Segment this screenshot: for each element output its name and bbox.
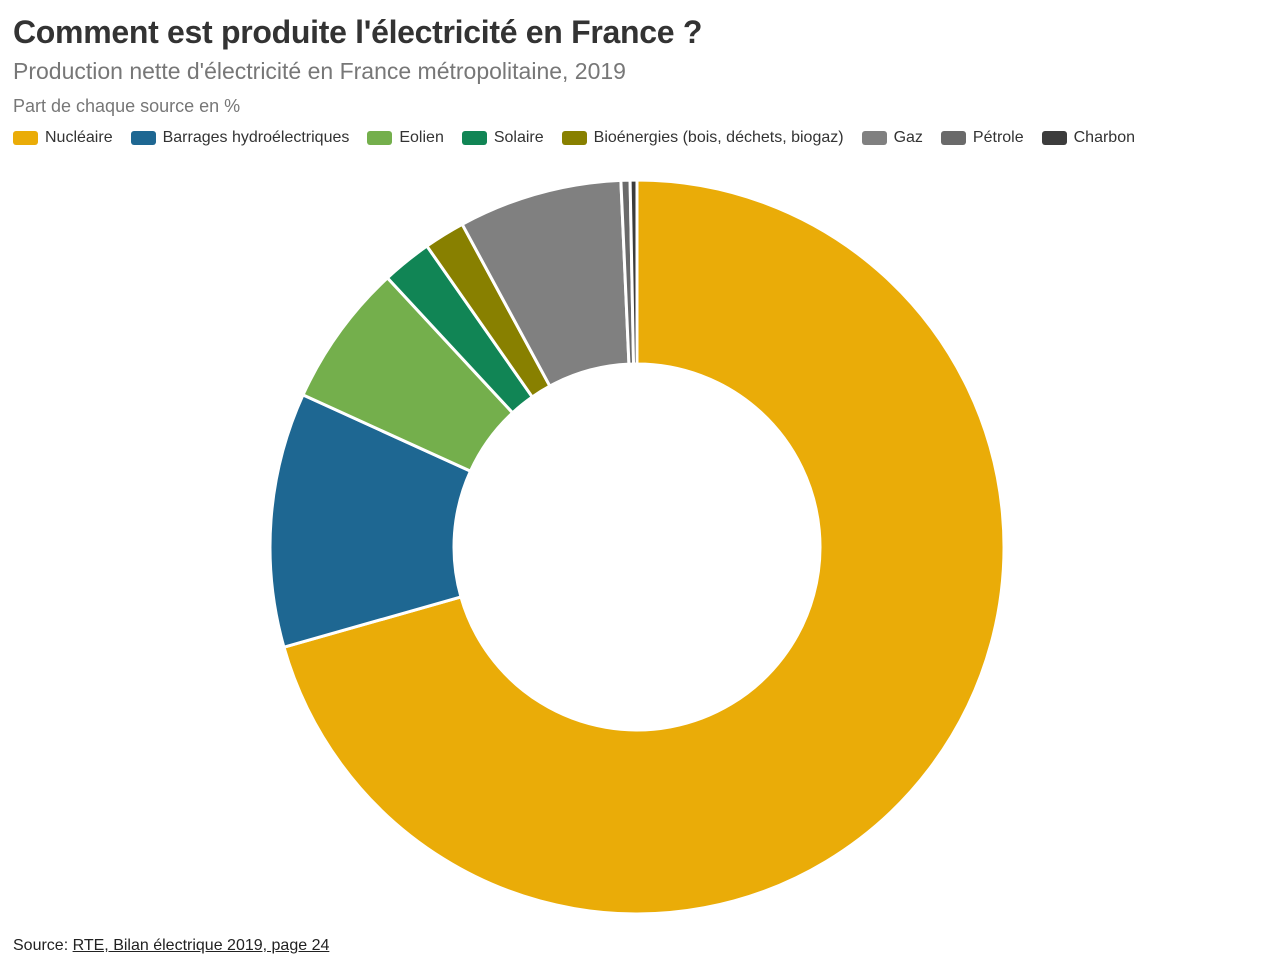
source-note: Source: RTE, Bilan électrique 2019, page… [13,937,329,955]
legend-label: Bioénergies (bois, déchets, biogaz) [593,129,844,146]
legend-item-barrages-hydroelectriques: Barrages hydroélectriques [130,129,350,147]
legend-label: Solaire [493,129,544,146]
legend-item-gaz: Gaz [861,129,923,147]
legend-swatch [861,131,887,145]
slice-charbon[interactable] [628,178,639,366]
legend: Nucléaire Barrages hydroélectriques Eolien… [13,129,1153,147]
legend-swatch [940,131,966,145]
legend-label: Charbon [1073,129,1135,146]
legend-item-solaire: Solaire [461,129,544,147]
source-link[interactable]: RTE, Bilan électrique 2019, page 24 [72,937,330,954]
legend-swatch [13,131,38,145]
legend-item-charbon: Charbon [1041,129,1135,147]
legend-swatch [367,131,393,145]
legend-label: Pétrole [972,129,1024,146]
chart-subtitle: Production nette d'électricité en France… [13,58,626,84]
legend-label: Nucléaire [45,129,113,146]
legend-swatch [1041,131,1067,145]
legend-item-petrole: Pétrole [940,129,1024,147]
legend-item-nucleaire: Nucléaire [13,129,113,147]
legend-swatch [561,131,587,145]
legend-label: Eolien [399,129,444,146]
donut-chart [268,178,1006,916]
legend-item-eolien: Eolien [367,129,444,147]
legend-swatch [461,131,487,145]
chart-title: Comment est produite l'électricité en Fr… [13,14,703,50]
legend-label: Gaz [893,129,923,146]
source-prefix: Source: [13,937,73,954]
slice-nucleaire[interactable] [282,178,1006,916]
slice-barrages-hydroelectriques[interactable] [268,393,472,649]
legend-item-bioenergies-bois-dechets-biogaz: Bioénergies (bois, déchets, biogaz) [561,129,844,147]
legend-label: Barrages hydroélectriques [162,129,350,146]
legend-swatch [130,131,156,145]
unit-note: Part de chaque source en % [13,96,241,116]
